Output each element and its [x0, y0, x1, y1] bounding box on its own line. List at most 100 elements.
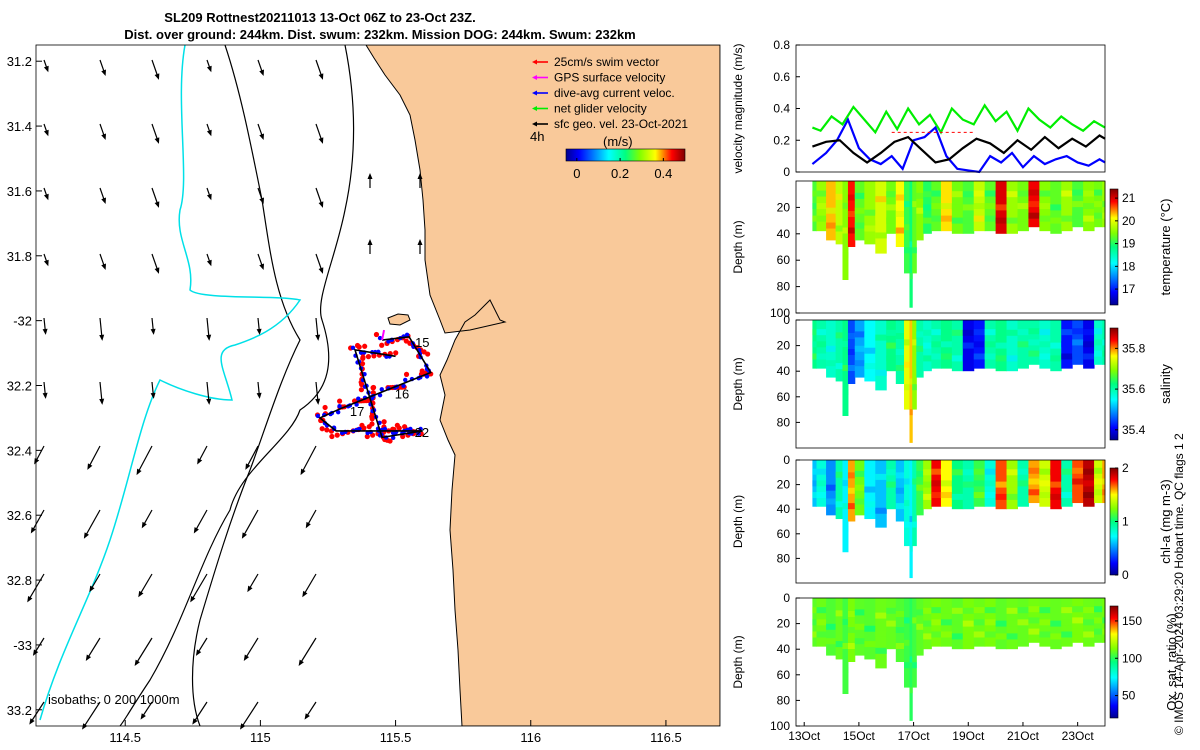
geo-vector-head — [32, 649, 39, 656]
dive-current-mark — [390, 435, 396, 440]
profile-subcell — [916, 623, 924, 630]
depth-tick-label: 20 — [777, 200, 791, 214]
velocity-series-line — [811, 116, 1106, 174]
profile-subcell — [835, 501, 843, 508]
geo-vector-head — [206, 334, 212, 341]
geo-vector-head — [259, 263, 264, 271]
profile-subcell — [826, 360, 837, 367]
profile-subcell — [1061, 203, 1073, 210]
profile-subcell — [854, 484, 865, 491]
profile-subcell — [842, 480, 849, 487]
profile-subcell — [940, 341, 953, 348]
geo-vector-shaft — [137, 445, 153, 473]
profile-subcell — [1006, 493, 1018, 500]
time-tick-label: 17Oct — [898, 729, 931, 743]
profile-subcell — [847, 487, 856, 494]
profile-subcell — [1039, 353, 1051, 360]
profile-subcell — [842, 667, 849, 673]
profile-subcell — [909, 378, 913, 385]
swim-vector-mark — [337, 398, 343, 404]
swim-vector-mark — [334, 432, 340, 438]
velocity-series-line — [812, 103, 1106, 135]
profile-subcell — [1061, 631, 1073, 638]
profile-subcell — [1083, 619, 1095, 626]
profile-subcell — [1094, 628, 1103, 635]
profile-subcell — [826, 207, 837, 214]
geo-vector-shaft — [206, 381, 210, 402]
geo-vector-head — [43, 65, 49, 73]
swim-vector-mark — [364, 433, 370, 440]
swim-vector-mark — [329, 433, 335, 440]
profile-subcell — [875, 369, 887, 376]
geo-vector-head — [318, 267, 324, 274]
profile-subcell — [875, 232, 887, 239]
profile-subcell — [951, 481, 964, 488]
profile-subcell — [816, 480, 827, 487]
geo-vector-shaft — [246, 445, 259, 468]
profile-subcell — [962, 607, 975, 614]
swim-vector-mark — [359, 361, 366, 367]
profile-subcell — [1028, 201, 1040, 208]
geo-vector-head — [192, 718, 198, 725]
profile-subcell — [984, 619, 997, 626]
geo-vector-head — [30, 527, 36, 534]
profile-subcell — [904, 339, 910, 346]
profile-subcell — [842, 341, 849, 347]
geo-vector-shaft — [141, 701, 153, 718]
time-tick-label: 19Oct — [952, 729, 985, 743]
depth-tick-label: 60 — [777, 527, 791, 541]
chart-title-line1: SL209 Rottnest20211013 13-Oct 06Z to 23-… — [164, 10, 476, 25]
profile-subcell — [962, 217, 975, 224]
profile-subcell — [995, 469, 1008, 476]
profile-subcell — [923, 607, 932, 614]
profile-subcell — [940, 631, 953, 638]
velocity-series-line — [812, 134, 1106, 164]
profile-subcell — [916, 207, 924, 214]
dive-current-mark — [382, 426, 388, 432]
swim-vector-mark — [425, 351, 431, 357]
geo-vector-shaft — [303, 573, 317, 595]
profile-subcell — [984, 190, 997, 197]
profile-subcell — [904, 617, 910, 624]
map-legend: 25cm/s swim vector GPS surface velocitydi… — [530, 55, 688, 181]
profile-subcell — [1094, 350, 1103, 357]
profile-subcell — [847, 349, 856, 355]
profile-subcell — [984, 480, 997, 487]
profile-subcell — [875, 334, 887, 341]
geo-vector-shaft — [242, 509, 259, 537]
legend-arrowhead — [532, 75, 537, 80]
swim-vector-mark — [359, 422, 365, 428]
profile-subcell — [835, 193, 843, 200]
profile-subcell — [1102, 467, 1106, 474]
profile-subcell — [864, 486, 876, 493]
profile-subcell — [875, 214, 887, 221]
velocity-y-label: velocity magnitude (m/s) — [731, 43, 745, 173]
dive-current-mark — [416, 431, 421, 436]
profile-subcell — [816, 190, 827, 197]
profile-subcell — [1028, 339, 1040, 346]
geo-vector-head — [42, 328, 48, 335]
profile-subcell — [842, 619, 849, 625]
profile-subcell — [875, 630, 887, 637]
profile-subcell — [812, 468, 818, 475]
profile-subcell — [1072, 212, 1084, 219]
legend-arrowhead — [532, 59, 537, 65]
geo-vector-shaft — [301, 445, 317, 473]
profile-subcell — [835, 347, 843, 354]
profile-subcell — [1028, 467, 1040, 474]
depth-tick-label: 20 — [777, 339, 791, 353]
geo-vector-head — [315, 398, 321, 405]
geo-vector-shaft — [151, 253, 159, 272]
profile-subcell — [973, 353, 986, 360]
profile-subcell — [1017, 353, 1029, 360]
profile-subcell — [842, 365, 849, 371]
profile-subcell — [923, 355, 932, 362]
profile-subcell — [1028, 350, 1040, 357]
profile-subcell — [1102, 617, 1106, 624]
profile-subcell — [895, 487, 905, 494]
profile-subcell — [847, 643, 856, 649]
geo-vector-head — [256, 392, 262, 399]
dive-current-mark — [377, 335, 383, 341]
profile-subcell — [875, 612, 887, 619]
